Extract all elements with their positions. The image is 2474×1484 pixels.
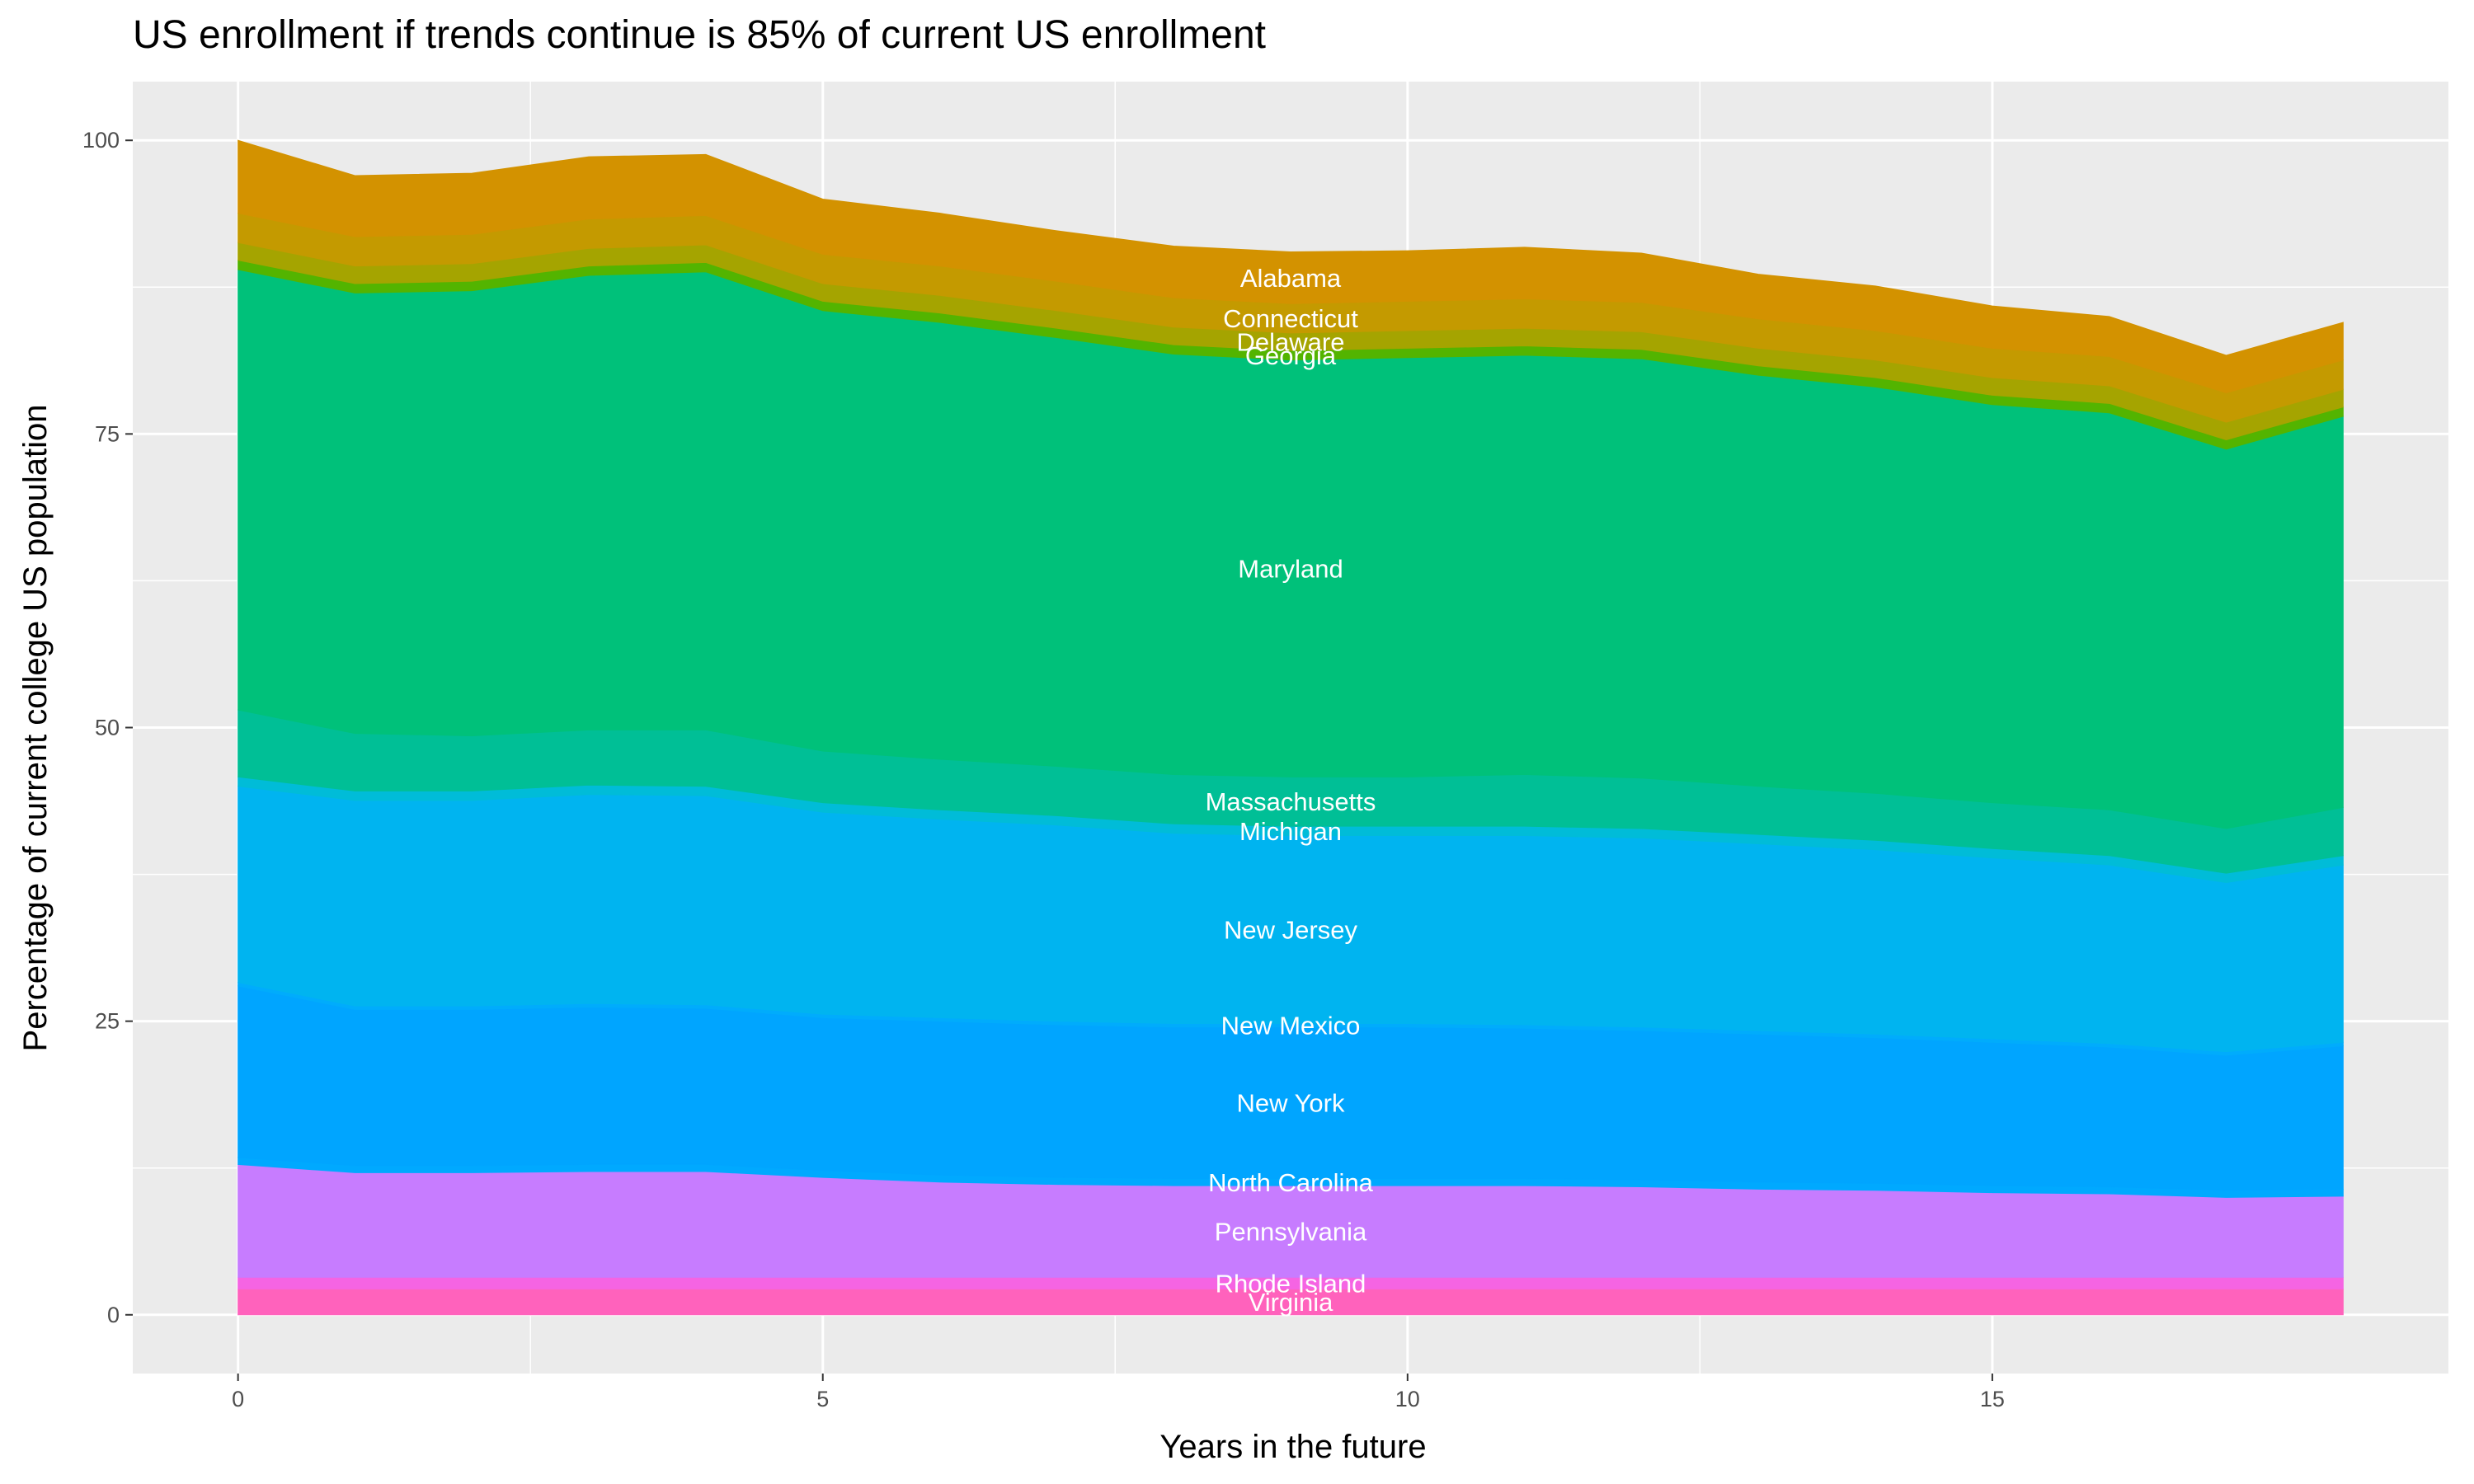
x-axis-title: Years in the future [1159, 1429, 1426, 1465]
y-axis-title: Percentage of current college US populat… [17, 405, 54, 1052]
series-label: Georgia [1245, 341, 1337, 370]
y-tick-label: 75 [95, 421, 120, 446]
chart-title: US enrollment if trends continue is 85% … [133, 13, 1266, 57]
series-label: New Mexico [1221, 1012, 1361, 1040]
series-label: Connecticut [1223, 304, 1358, 333]
x-tick-label: 0 [232, 1387, 244, 1411]
x-tick-label: 10 [1395, 1387, 1420, 1411]
y-tick-label: 25 [95, 1009, 120, 1034]
y-tick-label: 100 [82, 128, 120, 153]
series-label: Virginia [1249, 1288, 1334, 1317]
series-label: New Jersey [1224, 916, 1357, 945]
series-label: New York [1237, 1089, 1345, 1118]
axes: 0 25 50 75 100 0 5 10 15 [82, 128, 2005, 1411]
y-tick-label: 50 [95, 716, 120, 740]
series-label: Rhode Island [1216, 1269, 1366, 1298]
x-tick-label: 5 [816, 1387, 829, 1411]
series-label: Maryland [1238, 554, 1343, 583]
y-tick-label: 0 [107, 1303, 120, 1327]
series-label: Pennsylvania [1215, 1218, 1367, 1247]
x-tick-label: 15 [1980, 1387, 2005, 1411]
series-label: Michigan [1239, 817, 1342, 846]
series-label: Delaware [1237, 328, 1345, 357]
area [238, 139, 2344, 394]
areas [238, 139, 2344, 1316]
series-label: North Carolina [1208, 1168, 1374, 1197]
series-label: Massachusetts [1206, 787, 1376, 816]
series-label: Alabama [1240, 264, 1342, 293]
